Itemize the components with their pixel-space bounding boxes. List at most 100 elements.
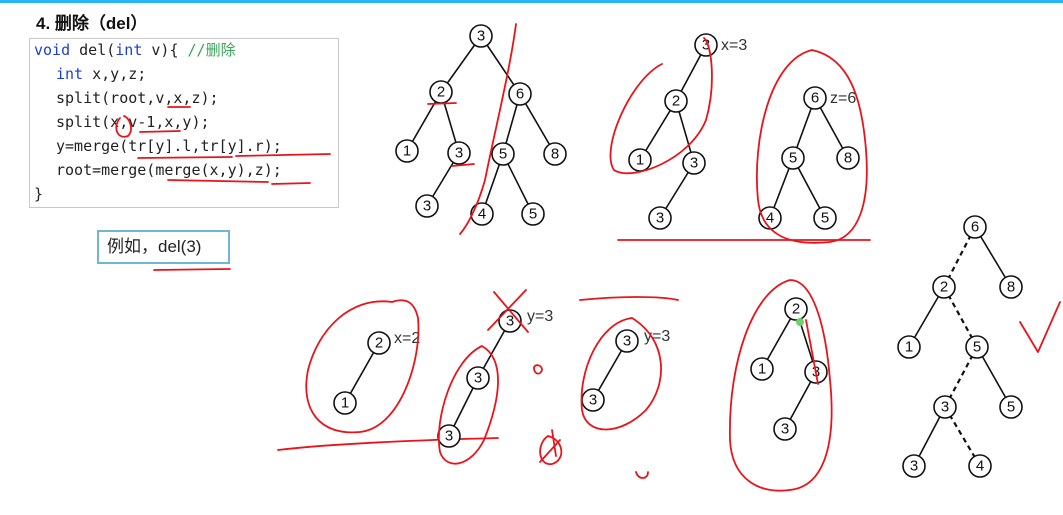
tree-original: 3 2 6 1 3 5 8 3 4 5 — [395, 23, 567, 235]
tree-node: 1 — [628, 148, 652, 172]
code-line-7: } — [34, 185, 44, 203]
tree-node: 3 — [933, 395, 957, 419]
code-annotations — [115, 106, 331, 271]
tree-node: 4 — [968, 454, 992, 478]
tree-node: 3 — [648, 206, 672, 230]
tree-node: 5 — [521, 202, 545, 226]
svg-text:2: 2 — [375, 335, 383, 352]
tree-node: 5 — [813, 206, 837, 230]
tree-node: 5 — [781, 146, 805, 170]
svg-text:5: 5 — [1007, 399, 1015, 416]
tree-node: 3 — [415, 194, 439, 218]
label-z6: z=6 — [830, 90, 856, 107]
tree-node: 8 — [836, 146, 860, 170]
tree-node: 2 — [664, 89, 688, 113]
tree-node: 5 — [999, 395, 1023, 419]
code-text: v){ — [142, 41, 188, 59]
tree-merged-xy: 2 1 3 3 — [729, 279, 833, 492]
code-comment: //删除 — [187, 41, 236, 59]
label-x2: x=2 — [394, 330, 420, 347]
svg-text:3: 3 — [623, 333, 631, 350]
svg-text:3: 3 — [455, 145, 463, 162]
tree-node: 3 — [682, 151, 706, 175]
tree-node: 3 — [469, 24, 493, 48]
svg-text:1: 1 — [403, 143, 411, 160]
tree-node: 1 — [897, 335, 921, 359]
tree-node: 6 — [508, 82, 532, 106]
tree-node: 6 — [963, 215, 987, 239]
svg-text:4: 4 — [976, 458, 984, 475]
code-text: x,y,z; — [83, 65, 147, 83]
svg-text:3: 3 — [589, 392, 597, 409]
cursor-dot — [796, 318, 804, 326]
tree-node: 3 — [581, 388, 605, 412]
tree-node: 2 — [784, 297, 808, 321]
svg-text:6: 6 — [811, 90, 819, 107]
label-x3: x=3 — [721, 37, 747, 54]
svg-text:5: 5 — [789, 150, 797, 167]
tree-second-y: 3 3 3 y=3 — [437, 289, 563, 465]
tree-node: 8 — [543, 142, 567, 166]
svg-text:6: 6 — [516, 86, 524, 103]
svg-text:8: 8 — [1007, 279, 1015, 296]
svg-text:1: 1 — [905, 339, 913, 356]
svg-text:8: 8 — [844, 150, 852, 167]
tree-node: 3 — [615, 329, 639, 353]
code-line-2: int x,y,z; — [56, 63, 146, 85]
svg-text:5: 5 — [529, 206, 537, 223]
svg-text:3: 3 — [477, 28, 485, 45]
svg-text:3: 3 — [506, 313, 514, 330]
svg-text:3: 3 — [910, 458, 918, 475]
svg-text:6: 6 — [971, 219, 979, 236]
svg-text:2: 2 — [437, 84, 445, 101]
label-y3b: y=3 — [644, 328, 670, 345]
section-title: 4. 删除（del） — [36, 14, 148, 33]
svg-text:4: 4 — [766, 210, 774, 227]
code-line-1: void del(int v){ //删除 — [34, 39, 236, 61]
svg-text:3: 3 — [781, 421, 789, 438]
tree-node: 1 — [750, 357, 774, 381]
svg-text:5: 5 — [499, 146, 507, 163]
svg-text:3: 3 — [702, 37, 710, 54]
tree-node: 8 — [999, 275, 1023, 299]
svg-text:1: 1 — [758, 361, 766, 378]
tree-node: 3 — [437, 424, 461, 448]
tree-node: 6 — [803, 86, 827, 110]
svg-text:2: 2 — [940, 279, 948, 296]
code-line-3: split(root,v,x,z); — [56, 89, 219, 107]
tree-node: 1 — [395, 139, 419, 163]
svg-text:4: 4 — [478, 206, 486, 223]
code-keyword: void — [34, 41, 71, 59]
code-keyword: int — [115, 41, 143, 59]
tree-second-x: 2 1 x=2 — [277, 299, 499, 451]
svg-text:5: 5 — [973, 339, 981, 356]
code-line-6: root=merge(merge(x,y),z); — [56, 161, 282, 179]
code-block: void del(int v){ //删除 int x,y,z; split(r… — [29, 38, 339, 208]
tree-node: 2 — [932, 275, 956, 299]
tree-merged-y: 3 3 y=3 — [579, 296, 679, 479]
svg-text:8: 8 — [551, 146, 559, 163]
code-line-4: split(x,v-1,x,y); — [56, 113, 210, 131]
example-box: 例如，del(3) — [97, 230, 230, 264]
svg-text:5: 5 — [821, 210, 829, 227]
code-text: del( — [70, 41, 116, 59]
tree-node: 4 — [470, 202, 494, 226]
tree-node: 3 — [773, 417, 797, 441]
tree-node: 3 — [498, 309, 522, 333]
label-y3a: y=3 — [527, 308, 553, 325]
svg-text:2: 2 — [792, 301, 800, 318]
tree-node: 3 — [694, 33, 718, 57]
tree-node: 5 — [965, 335, 989, 359]
code-line-5: y=merge(tr[y].l,tr[y].r); — [56, 137, 282, 155]
tree-node: 3 — [466, 366, 490, 390]
code-keyword: int — [56, 65, 84, 83]
svg-text:3: 3 — [690, 155, 698, 172]
tree-final: 6 2 8 1 5 3 5 3 4 — [897, 215, 1061, 478]
svg-text:3: 3 — [423, 198, 431, 215]
svg-text:2: 2 — [672, 93, 680, 110]
top-accent-bar — [0, 0, 1063, 3]
svg-text:3: 3 — [445, 428, 453, 445]
tree-node: 1 — [333, 391, 357, 415]
tree-node: 5 — [491, 142, 515, 166]
